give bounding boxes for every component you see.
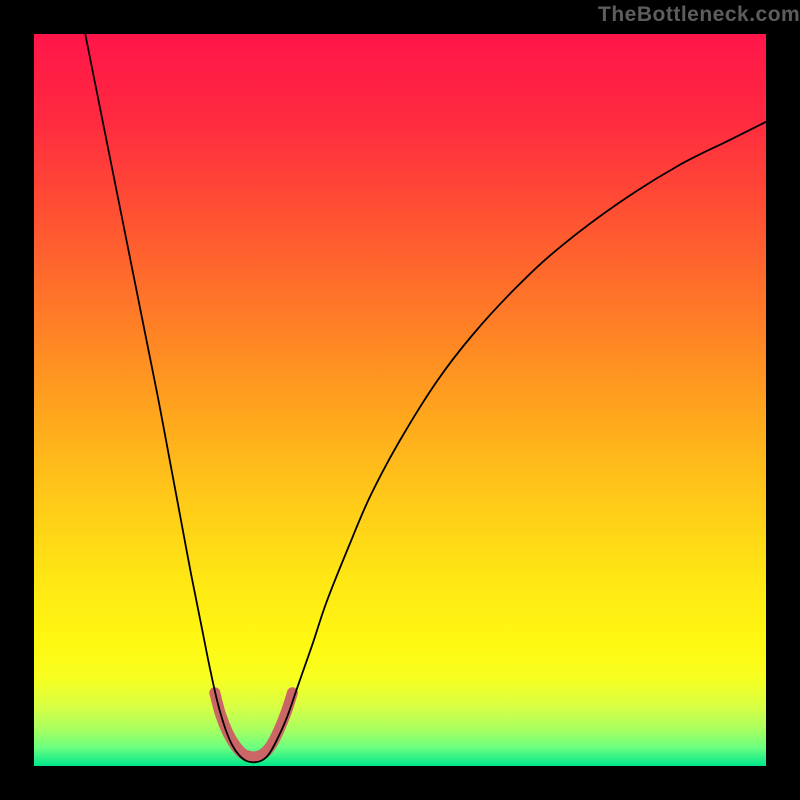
watermark-text: TheBottleneck.com: [598, 3, 800, 27]
plot-background: [34, 34, 766, 766]
bottleneck-chart: [0, 0, 800, 800]
